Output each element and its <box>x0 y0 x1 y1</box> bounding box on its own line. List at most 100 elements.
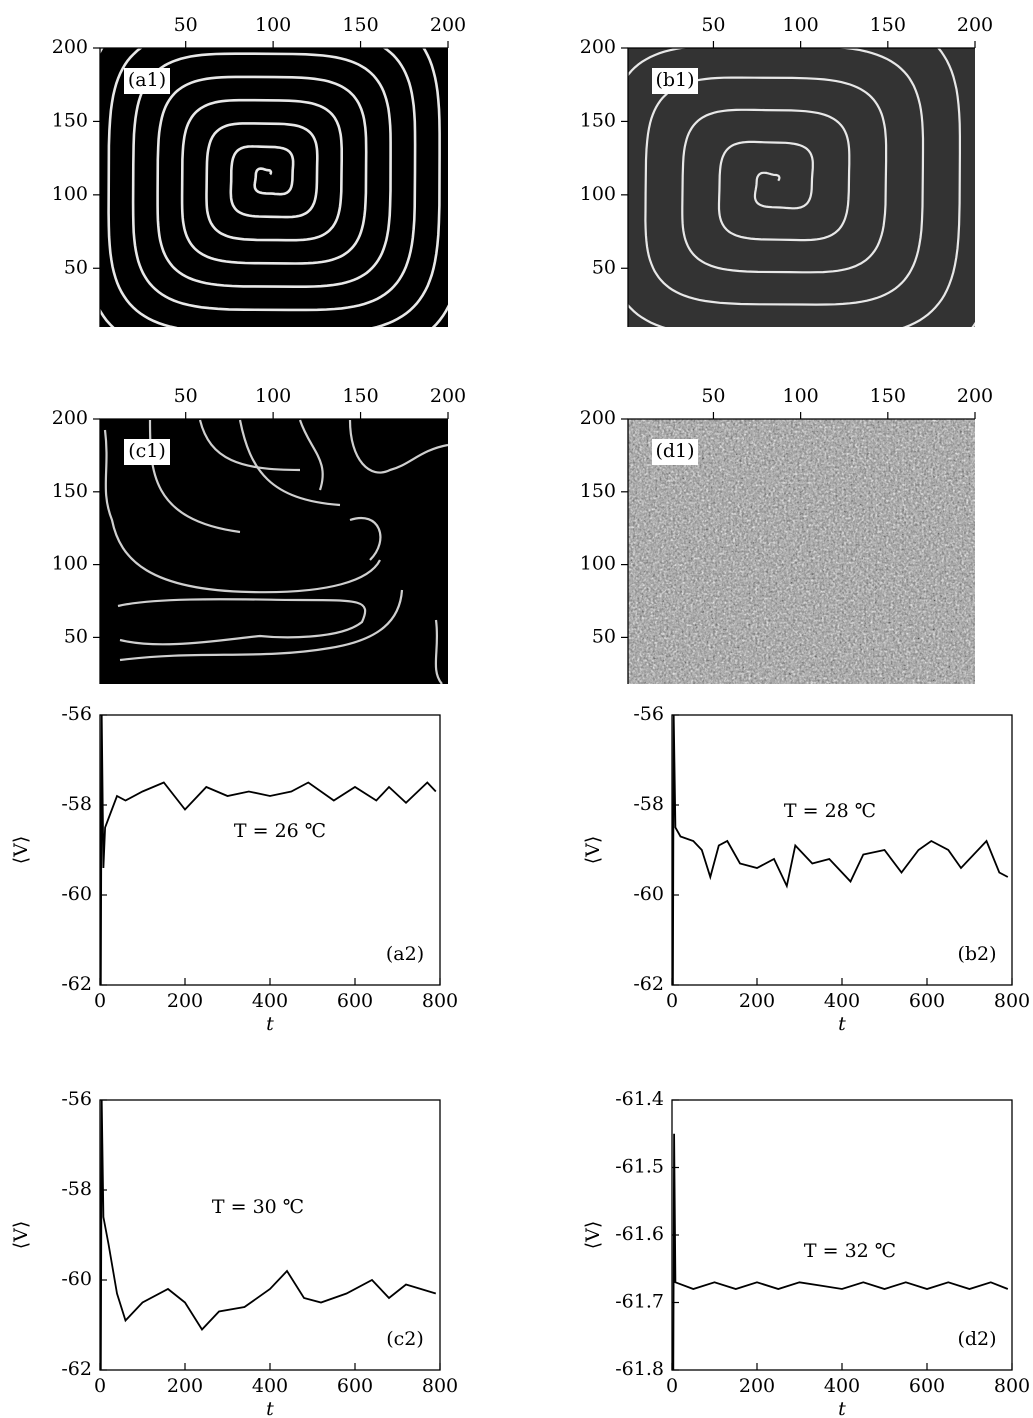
x-tick-label: 50 <box>174 385 198 407</box>
x-tick-label: 200 <box>430 14 466 36</box>
panel: 0 200 400 600 800 -62 -60 -58 -56 t ⟨V⟩ T = 28 ℃ (b2… <box>582 703 1030 1035</box>
y-tick-label: 200 <box>52 407 88 429</box>
y-tick-label: 150 <box>580 109 616 131</box>
x-axis-label: t <box>838 1013 846 1035</box>
x-tick-label: 150 <box>870 385 906 407</box>
excitation-wave <box>349 517 382 561</box>
panel-label: (c1) <box>128 440 166 462</box>
x-tick-label: 200 <box>430 385 466 407</box>
image <box>100 419 448 684</box>
series-line <box>672 1133 1009 1371</box>
x-tick-label: 600 <box>337 1375 373 1397</box>
x-tick-label: 200 <box>739 990 775 1012</box>
panel-label: (c2) <box>386 1328 424 1350</box>
y-tick-label: 200 <box>580 407 616 429</box>
label-box <box>124 439 170 465</box>
x-tick-label: 0 <box>666 1375 678 1397</box>
x-tick-label: 50 <box>701 385 725 407</box>
excitation-wave <box>348 419 448 474</box>
x-axis-label: t <box>266 1013 274 1035</box>
x-tick-label: 600 <box>337 990 373 1012</box>
x-tick-label: 800 <box>994 1375 1030 1397</box>
label-box <box>124 68 170 94</box>
y-tick-label: 200 <box>580 36 616 58</box>
panel: 50 100 150 200 50 100 150 200 (b1) <box>580 14 993 327</box>
y-axis-label: ⟨V⟩ <box>582 1221 604 1250</box>
spiral-wave <box>628 48 975 327</box>
x-tick-label: 0 <box>666 990 678 1012</box>
panel-label: (a2) <box>386 943 424 965</box>
x-tick-label: 50 <box>701 14 725 36</box>
x-tick-label: 100 <box>255 385 291 407</box>
panel-label: (d2) <box>957 1328 996 1350</box>
spiral-wave <box>100 48 448 327</box>
y-tick-label: -58 <box>61 1178 92 1200</box>
excitation-wave <box>117 598 367 646</box>
y-tick-label: -61.6 <box>615 1223 664 1245</box>
y-tick-label: 50 <box>64 256 88 278</box>
y-tick-label: -58 <box>633 793 664 815</box>
x-tick-label: 100 <box>782 385 818 407</box>
panel: 50 100 150 200 50 100 150 200 (d1) <box>580 385 993 684</box>
series-line <box>99 1099 437 1371</box>
x-axis-label: t <box>266 1398 274 1418</box>
y-tick-label: -60 <box>61 883 92 905</box>
y-tick-label: -61.8 <box>615 1358 664 1380</box>
annotation: T = 28 ℃ <box>784 800 876 822</box>
label-box <box>652 68 698 94</box>
y-axis-label: ⟨V⟩ <box>10 836 32 865</box>
panel-label: (b1) <box>655 69 694 91</box>
excitation-wave <box>434 619 443 684</box>
panel: 0 200 400 600 800 -61.8 -61.7 -61.6 -61.5 -61.4 t ⟨… <box>582 1088 1030 1418</box>
y-tick-label: -60 <box>633 883 664 905</box>
panel-label: (b2) <box>957 943 996 965</box>
x-tick-label: 400 <box>252 990 288 1012</box>
y-tick-label: -61.4 <box>615 1088 664 1110</box>
annotation: T = 26 ℃ <box>234 820 326 842</box>
x-tick-label: 50 <box>174 14 198 36</box>
excitation-wave <box>119 589 404 662</box>
x-tick-label: 200 <box>167 1375 203 1397</box>
series-line <box>672 714 1009 986</box>
excitation-wave <box>238 419 341 507</box>
y-tick-label: -61.7 <box>615 1291 664 1313</box>
y-tick-label: 150 <box>52 480 88 502</box>
x-tick-label: 200 <box>957 14 993 36</box>
annotation: T = 32 ℃ <box>804 1240 896 1262</box>
y-tick-label: -56 <box>61 1088 92 1110</box>
x-tick-label: 800 <box>422 990 458 1012</box>
y-tick-label: -56 <box>61 703 92 725</box>
y-tick-label: 100 <box>580 183 616 205</box>
y-tick-label: 50 <box>592 625 616 647</box>
x-tick-label: 200 <box>739 1375 775 1397</box>
x-tick-label: 800 <box>994 990 1030 1012</box>
x-tick-label: 100 <box>782 14 818 36</box>
y-tick-label: -56 <box>633 703 664 725</box>
y-tick-label: 50 <box>592 256 616 278</box>
x-tick-label: 600 <box>909 1375 945 1397</box>
x-tick-label: 0 <box>94 990 106 1012</box>
series-line <box>99 714 437 986</box>
image <box>628 48 975 327</box>
excitation-wave <box>298 419 324 491</box>
image <box>100 48 448 327</box>
x-tick-label: 100 <box>255 14 291 36</box>
y-tick-label: -61.5 <box>615 1156 664 1178</box>
y-tick-label: 100 <box>52 183 88 205</box>
x-tick-label: 150 <box>342 14 378 36</box>
label-box <box>652 439 698 465</box>
y-tick-label: -58 <box>61 793 92 815</box>
panel: 50 100 150 200 50 100 150 200 (c1) <box>52 385 466 684</box>
x-tick-label: 150 <box>870 14 906 36</box>
y-tick-label: 150 <box>52 109 88 131</box>
excitation-wave <box>198 419 301 472</box>
excitation-wave <box>148 419 241 534</box>
y-tick-label: -62 <box>61 1358 92 1380</box>
y-tick-label: -60 <box>61 1268 92 1290</box>
y-tick-label: 100 <box>580 553 616 575</box>
x-tick-label: 150 <box>342 385 378 407</box>
x-tick-label: 400 <box>252 1375 288 1397</box>
x-tick-label: 800 <box>422 1375 458 1397</box>
panel: 0 200 400 600 800 -62 -60 -58 -56 t ⟨V⟩ T = 26 ℃ (a2… <box>10 703 458 1035</box>
